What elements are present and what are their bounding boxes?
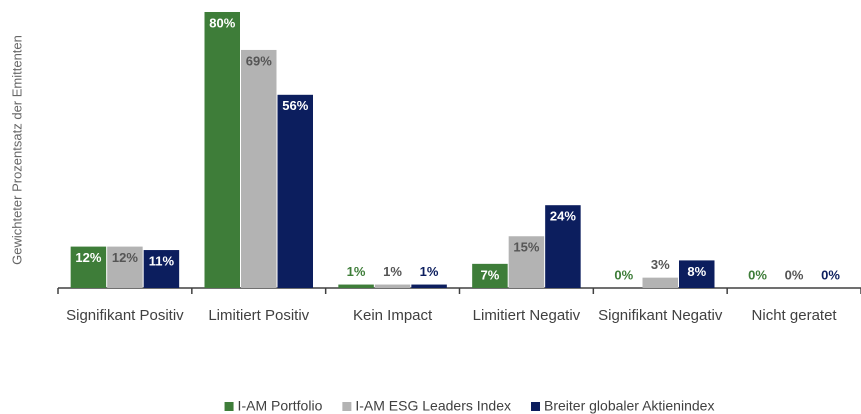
data-label: 8% <box>687 264 706 279</box>
bar <box>374 284 411 288</box>
data-label: 0% <box>821 267 840 282</box>
data-label: 7% <box>481 267 500 282</box>
data-label: 80% <box>209 15 235 30</box>
data-label: 0% <box>614 267 633 282</box>
data-label: 0% <box>785 267 804 282</box>
x-tick-label: Signifikant Negativ <box>598 307 723 324</box>
legend-swatch <box>531 402 541 411</box>
data-label: 3% <box>651 257 670 272</box>
x-tick-label: Limitiert Positiv <box>208 307 309 324</box>
bar <box>277 94 313 288</box>
data-label: 1% <box>383 264 402 279</box>
bar <box>70 246 107 288</box>
data-label: 0% <box>748 267 767 282</box>
bar <box>107 246 143 288</box>
data-label: 1% <box>420 264 439 279</box>
legend: I-AM Portfolio I-AM ESG Leaders Index Brei… <box>224 398 714 414</box>
data-label: 69% <box>246 53 272 68</box>
data-label: 56% <box>282 98 308 113</box>
legend-label: I-AM Portfolio <box>238 398 323 414</box>
data-label: 11% <box>149 253 175 268</box>
data-label: 12% <box>112 250 138 265</box>
x-tick-label: Limitiert Negativ <box>473 307 581 324</box>
legend-swatch <box>224 402 234 411</box>
bar <box>338 284 374 288</box>
data-label: 24% <box>550 209 576 224</box>
legend-swatch <box>342 402 352 411</box>
data-label: 12% <box>75 250 101 265</box>
bar <box>411 284 447 288</box>
bar <box>545 205 581 288</box>
bar <box>642 277 678 288</box>
y-axis-label: Gewichteter Prozentsatz der Emittenten <box>9 35 24 265</box>
data-label: 15% <box>513 240 539 255</box>
bar <box>679 260 715 288</box>
legend-label: Breiter globaler Aktienindex <box>544 398 714 414</box>
bar <box>472 263 508 288</box>
bar <box>204 12 240 288</box>
legend-label: I-AM ESG Leaders Index <box>355 398 511 414</box>
x-tick-label: Nicht geratet <box>752 307 838 324</box>
bar <box>241 49 277 289</box>
bar <box>143 250 180 288</box>
data-label: 1% <box>347 264 366 279</box>
x-tick-label: Signifikant Positiv <box>66 307 184 324</box>
bar <box>508 236 545 288</box>
x-tick-label: Kein Impact <box>353 307 433 324</box>
